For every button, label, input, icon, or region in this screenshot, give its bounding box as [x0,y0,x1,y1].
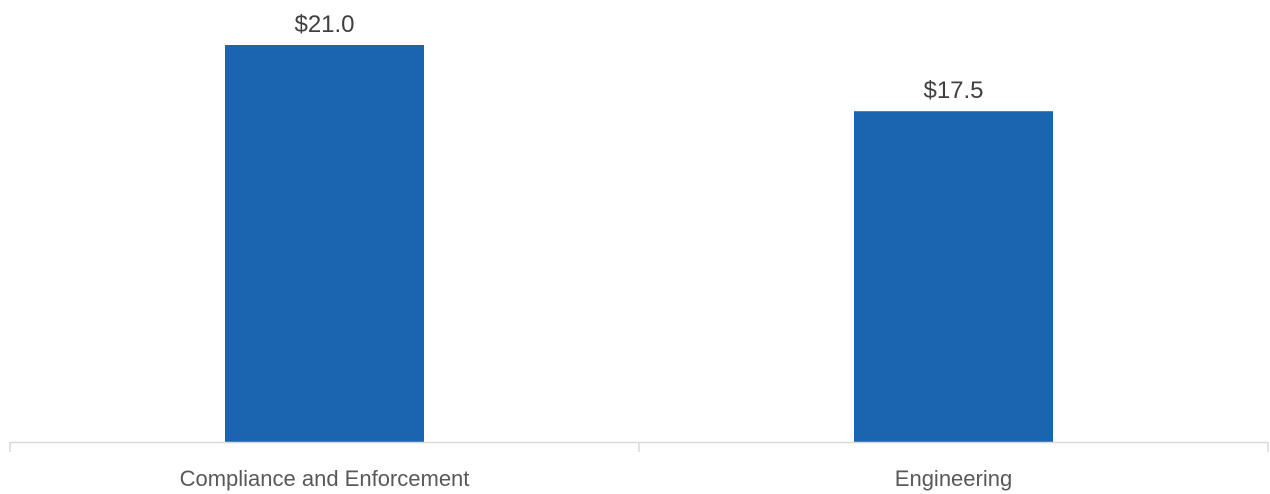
x-tick-label-engineering: Engineering [895,466,1012,491]
bar-compliance-and-enforcement [225,45,424,442]
data-label-compliance-and-enforcement: $21.0 [294,11,354,38]
bars-group [225,45,1053,442]
data-labels-group: $21.0 $17.5 [294,11,983,104]
x-tick-labels-group: Compliance and Enforcement Engineering [180,466,1013,491]
x-tick-label-compliance-and-enforcement: Compliance and Enforcement [180,466,470,491]
bar-engineering [854,111,1053,442]
data-label-engineering: $17.5 [923,77,983,104]
x-axis [9,441,1269,452]
